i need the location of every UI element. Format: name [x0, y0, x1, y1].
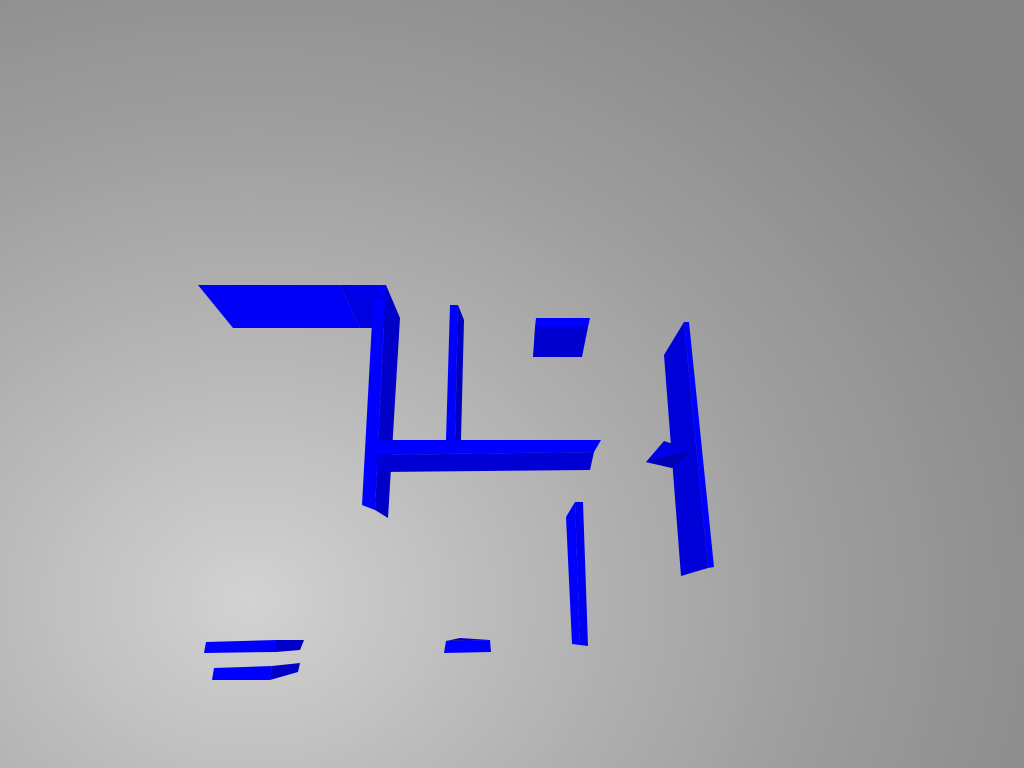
- wall-top-face: [362, 285, 386, 510]
- wall-side-face: [646, 450, 692, 468]
- wall-top-face: [212, 666, 272, 680]
- wall-top-face: [684, 322, 714, 568]
- wall-front-face: [533, 327, 588, 357]
- maze-wall-vertical-lower: [566, 502, 588, 646]
- maze-wall-stub-right: [646, 441, 692, 468]
- maze-wall-bottom-left-lower: [212, 663, 300, 680]
- wall-side-face: [270, 663, 300, 680]
- wall-side-face: [455, 305, 464, 440]
- wall-top-face: [198, 285, 360, 328]
- maze-wall-bottom-center: [444, 638, 491, 653]
- wall-top-face: [575, 502, 588, 646]
- wall-side-face: [276, 640, 304, 652]
- maze-wall-bottom-left-upper: [204, 640, 304, 653]
- maze-wall-horizontal-middle: [374, 440, 601, 472]
- wall-top-face: [374, 440, 601, 455]
- wall-top-face: [535, 318, 590, 327]
- maze-wall-vertical-center: [446, 305, 464, 440]
- wall-top-face: [340, 285, 386, 300]
- wall-top-face: [444, 640, 491, 653]
- wall-top-face: [446, 305, 458, 440]
- wall-front-face: [376, 452, 594, 472]
- maze-block-top: [533, 318, 590, 357]
- maze-wall-corner-top-left: [340, 285, 386, 300]
- wall-side-face: [446, 638, 490, 641]
- wall-top-face: [204, 640, 276, 653]
- wall-side-face: [566, 502, 580, 645]
